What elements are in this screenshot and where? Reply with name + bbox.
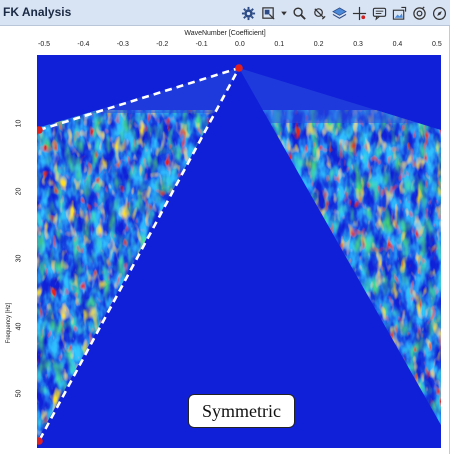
x-tick-label: -0.3: [116, 41, 129, 48]
fk-spectrum-plot[interactable]: [37, 55, 441, 448]
dropdown-arrow-icon[interactable]: [280, 3, 288, 23]
zoom-icon[interactable]: [291, 3, 308, 23]
y-tick-label: 40: [15, 322, 23, 330]
layers-icon[interactable]: [331, 3, 348, 23]
x-axis-label: WaveNumber [Coefficient]: [184, 30, 266, 37]
y-tick-label: 20: [15, 187, 23, 195]
x-tick-label: 0.2: [313, 41, 324, 48]
x-tick-label: 0.5: [432, 41, 442, 48]
display-mode-icon[interactable]: [260, 3, 277, 23]
x-tick-label: -0.5: [38, 41, 51, 48]
pick-icon[interactable]: [311, 3, 328, 23]
y-tick-label: 30: [15, 254, 23, 263]
x-tick-label: 0.4: [392, 41, 403, 48]
y-tick-label: 10: [15, 119, 23, 128]
crosshair-icon[interactable]: [351, 3, 368, 23]
compass-icon[interactable]: [431, 3, 448, 23]
gear-icon[interactable]: [240, 3, 257, 23]
x-tick-label: 0.1: [274, 41, 285, 48]
title-bar: FK Analysis: [0, 0, 450, 26]
x-tick-label: -0.2: [156, 41, 169, 48]
y-axis-label: Frequency [Hz]: [6, 302, 12, 344]
toolbar: [240, 2, 448, 24]
x-tick-label: 0.0: [235, 41, 245, 48]
y-tick-label: 50: [15, 389, 23, 398]
x-tick-label: 0.3: [353, 41, 363, 48]
mask-vertex-apex[interactable]: [235, 64, 243, 72]
export-image-icon[interactable]: [391, 3, 408, 23]
snapshot-icon[interactable]: [411, 3, 428, 23]
mask-vertex-lower-left[interactable]: [37, 437, 43, 445]
x-tick-label: -0.1: [195, 41, 208, 48]
x-tick-label: -0.4: [77, 41, 90, 48]
mask-vertex-upper-left[interactable]: [37, 126, 43, 134]
symmetric-callout: Symmetric: [188, 394, 295, 428]
window-title: FK Analysis: [3, 5, 72, 19]
comment-icon[interactable]: [371, 3, 388, 23]
